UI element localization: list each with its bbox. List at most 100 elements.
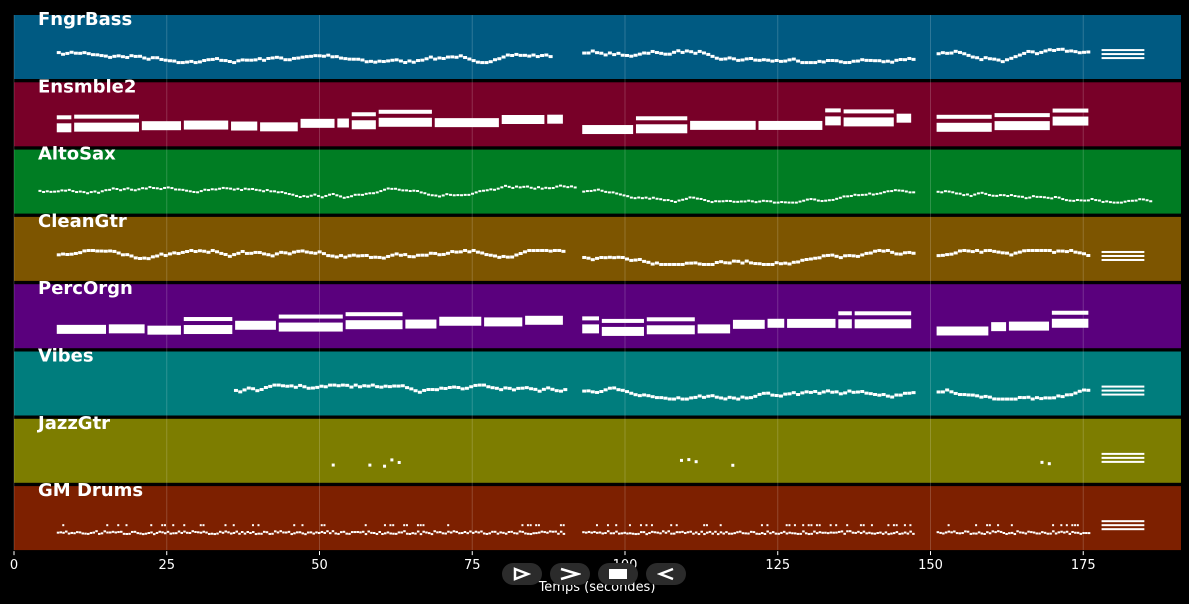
note bbox=[82, 191, 86, 194]
note bbox=[490, 386, 495, 390]
note bbox=[174, 188, 178, 191]
note bbox=[215, 57, 220, 61]
note bbox=[667, 262, 672, 266]
note bbox=[644, 196, 648, 199]
note bbox=[207, 189, 211, 192]
note bbox=[379, 385, 384, 389]
note bbox=[743, 200, 747, 203]
note bbox=[159, 252, 164, 256]
note bbox=[680, 50, 685, 54]
note bbox=[727, 261, 732, 265]
note bbox=[706, 52, 711, 56]
drum-hit bbox=[807, 524, 810, 527]
note bbox=[1112, 201, 1116, 204]
note bbox=[908, 191, 912, 194]
note bbox=[1034, 248, 1039, 252]
drum-hit bbox=[496, 532, 500, 535]
note bbox=[535, 248, 540, 252]
note bbox=[787, 262, 792, 266]
note bbox=[454, 55, 459, 59]
forward-button[interactable] bbox=[550, 563, 590, 585]
note bbox=[787, 58, 792, 62]
note bbox=[210, 248, 215, 252]
drum-hit bbox=[947, 530, 951, 533]
stop-button[interactable] bbox=[598, 563, 638, 585]
drum-hit bbox=[535, 532, 538, 535]
note bbox=[1130, 199, 1134, 202]
x-tick-label: 50 bbox=[311, 558, 328, 573]
note-block bbox=[56, 324, 107, 334]
note bbox=[898, 252, 903, 256]
drum-hit bbox=[106, 524, 109, 527]
note bbox=[697, 262, 702, 266]
back-button[interactable] bbox=[646, 563, 686, 585]
note bbox=[227, 59, 232, 63]
drum-hit bbox=[356, 531, 359, 534]
note-block bbox=[378, 117, 432, 127]
note bbox=[360, 254, 365, 258]
note bbox=[706, 394, 711, 398]
drum-hit bbox=[595, 524, 598, 527]
note bbox=[1138, 198, 1142, 201]
note bbox=[1005, 251, 1010, 255]
drum-hit bbox=[224, 530, 227, 533]
drum-hit bbox=[887, 524, 890, 527]
note bbox=[855, 59, 860, 63]
note bbox=[529, 387, 534, 391]
note bbox=[629, 54, 634, 58]
note bbox=[590, 49, 595, 53]
drum-hit bbox=[202, 530, 205, 533]
note bbox=[599, 51, 604, 55]
note-block bbox=[690, 120, 756, 130]
note bbox=[1017, 195, 1021, 198]
drum-hit bbox=[766, 524, 769, 527]
drum-hit bbox=[392, 524, 395, 527]
drum-hit bbox=[810, 532, 813, 535]
note bbox=[150, 255, 155, 259]
note bbox=[561, 249, 566, 253]
note bbox=[548, 55, 553, 59]
note bbox=[361, 193, 365, 196]
drum-hit bbox=[419, 524, 422, 527]
note bbox=[949, 252, 954, 256]
note bbox=[398, 59, 403, 63]
note bbox=[1064, 49, 1069, 53]
note bbox=[390, 58, 395, 62]
drum-hit bbox=[199, 531, 203, 534]
note bbox=[1006, 195, 1010, 198]
drum-hit bbox=[714, 530, 717, 533]
drum-hit bbox=[774, 532, 778, 535]
note bbox=[1064, 199, 1068, 202]
note-block bbox=[231, 121, 258, 131]
note bbox=[599, 255, 604, 259]
note bbox=[1052, 48, 1057, 52]
track-lane bbox=[14, 284, 1181, 349]
drum-hit bbox=[92, 531, 96, 534]
note bbox=[1039, 50, 1044, 54]
drum-hit bbox=[895, 524, 898, 527]
note bbox=[386, 254, 391, 258]
note bbox=[666, 199, 670, 202]
drum-hit bbox=[375, 532, 379, 535]
drum-hit bbox=[1024, 532, 1028, 535]
note bbox=[821, 60, 826, 64]
note bbox=[456, 194, 460, 197]
note bbox=[514, 253, 519, 257]
drum-hit bbox=[906, 532, 910, 535]
note bbox=[514, 52, 519, 56]
note bbox=[1094, 199, 1098, 202]
note bbox=[95, 249, 100, 253]
note bbox=[53, 190, 57, 193]
play-button[interactable] bbox=[502, 563, 542, 585]
note bbox=[347, 57, 352, 61]
note bbox=[99, 249, 104, 253]
note-block bbox=[1052, 108, 1089, 113]
note bbox=[1035, 195, 1039, 198]
drum-hit bbox=[670, 524, 673, 527]
x-tick-label: 175 bbox=[1071, 558, 1096, 573]
note bbox=[1039, 397, 1044, 401]
note bbox=[163, 186, 167, 189]
drum-hit bbox=[950, 531, 953, 534]
note bbox=[387, 385, 392, 389]
note bbox=[420, 253, 425, 257]
